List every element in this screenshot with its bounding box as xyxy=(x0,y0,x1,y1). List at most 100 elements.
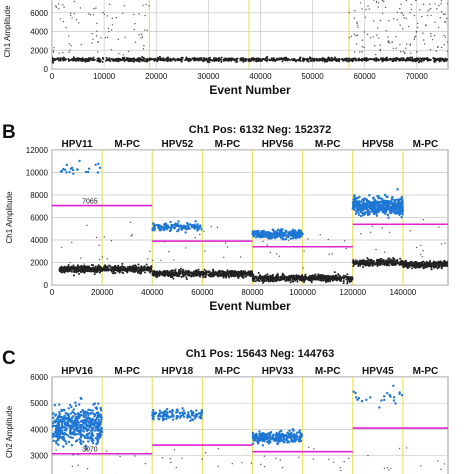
negative-droplet xyxy=(357,264,360,267)
stray-droplet xyxy=(134,22,136,25)
stray-droplet xyxy=(415,30,418,33)
negative-droplet xyxy=(371,58,374,61)
negative-droplet xyxy=(184,273,187,276)
stray-droplet xyxy=(110,240,113,242)
stray-droplet xyxy=(71,17,73,19)
stray-droplet xyxy=(73,12,75,15)
stray-droplet xyxy=(96,30,98,32)
negative-droplet xyxy=(152,58,155,61)
positive-droplet xyxy=(84,170,88,174)
negative-droplet xyxy=(259,58,262,61)
positive-droplet xyxy=(71,168,75,172)
segment-label: M-PC xyxy=(315,139,341,150)
stray-droplet xyxy=(111,24,114,26)
negative-droplet xyxy=(237,277,240,280)
stray-droplet xyxy=(209,270,211,272)
segment-label: M-PC xyxy=(215,139,241,150)
negative-droplet xyxy=(113,268,116,271)
negative-droplet xyxy=(346,282,349,285)
stray-droplet xyxy=(444,13,446,16)
negative-droplet xyxy=(247,271,250,274)
positive-droplet xyxy=(288,233,291,236)
negative-droplet xyxy=(232,57,235,60)
negative-droplet xyxy=(303,58,306,61)
negative-droplet xyxy=(122,272,125,275)
negative-droplet xyxy=(118,266,121,269)
negative-droplet xyxy=(313,57,316,60)
positive-droplet xyxy=(177,220,180,223)
negative-droplet xyxy=(438,266,441,269)
stray-droplet xyxy=(91,32,93,35)
stray-droplet xyxy=(110,29,113,31)
negative-droplet xyxy=(346,278,349,281)
negative-droplet xyxy=(420,264,423,267)
positive-droplet xyxy=(68,170,71,174)
negative-droplet xyxy=(352,265,355,268)
negative-droplet xyxy=(301,57,304,60)
negative-droplet xyxy=(287,58,290,61)
negative-droplet xyxy=(379,260,382,263)
stray-droplet xyxy=(92,14,94,16)
stray-droplet xyxy=(440,46,443,49)
negative-droplet xyxy=(402,58,405,61)
positive-droplet xyxy=(371,205,374,209)
negative-droplet xyxy=(258,280,261,283)
stray-droplet xyxy=(152,259,154,262)
negative-droplet xyxy=(134,270,137,273)
negative-droplet xyxy=(86,58,89,61)
negative-droplet xyxy=(359,58,362,61)
stray-droplet xyxy=(168,251,170,253)
negative-droplet xyxy=(121,262,124,265)
stray-droplet xyxy=(399,43,401,46)
positive-droplet xyxy=(367,210,370,213)
negative-droplet xyxy=(391,262,394,265)
negative-droplet xyxy=(261,276,264,279)
negative-droplet xyxy=(77,59,80,62)
stray-droplet xyxy=(409,11,411,14)
stray-droplet xyxy=(359,51,361,53)
negative-droplet xyxy=(142,56,145,59)
negative-droplet xyxy=(430,268,433,271)
negative-droplet xyxy=(385,260,388,263)
y-tick-label: 8000 xyxy=(30,191,48,200)
positive-droplet xyxy=(276,228,280,232)
positive-droplet xyxy=(360,214,363,218)
negative-droplet xyxy=(291,277,294,280)
positive-droplet xyxy=(186,224,190,228)
stray-droplet xyxy=(430,35,432,37)
negative-droplet xyxy=(86,265,89,268)
negative-droplet xyxy=(201,271,204,274)
positive-droplet xyxy=(255,233,258,236)
negative-droplet xyxy=(396,57,399,60)
negative-droplet xyxy=(438,60,441,63)
negative-droplet xyxy=(420,261,423,264)
negative-droplet xyxy=(148,57,151,60)
positive-droplet xyxy=(372,210,375,214)
positive-droplet xyxy=(353,204,356,207)
negative-droplet xyxy=(364,264,367,267)
negative-droplet xyxy=(403,264,406,267)
negative-droplet xyxy=(366,260,369,263)
negative-droplet xyxy=(110,270,113,273)
positive-droplet xyxy=(260,230,263,233)
negative-droplet xyxy=(103,265,106,268)
negative-droplet xyxy=(307,277,310,280)
negative-droplet xyxy=(205,271,208,274)
stray-droplet xyxy=(393,17,395,20)
positive-droplet xyxy=(184,226,187,230)
negative-droplet xyxy=(430,264,433,267)
negative-droplet xyxy=(318,274,321,277)
negative-droplet xyxy=(128,268,131,271)
stray-droplet xyxy=(382,0,385,3)
negative-droplet xyxy=(125,270,128,273)
negative-droplet xyxy=(236,57,239,60)
negative-droplet xyxy=(161,274,164,277)
negative-droplet xyxy=(446,261,448,264)
stray-droplet xyxy=(223,256,225,259)
negative-droplet xyxy=(120,265,123,268)
stray-droplet xyxy=(430,7,432,10)
negative-droplet xyxy=(96,265,99,268)
negative-droplet xyxy=(162,270,165,273)
negative-droplet xyxy=(264,279,267,282)
stray-droplet xyxy=(376,34,378,36)
